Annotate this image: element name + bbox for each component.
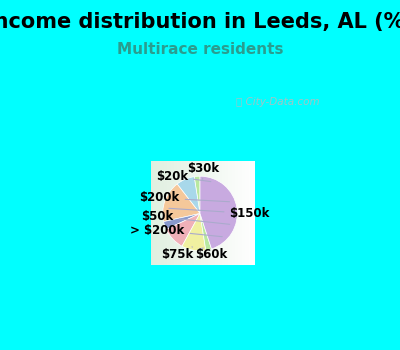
Wedge shape [200, 176, 237, 249]
Text: $60k: $60k [192, 247, 228, 261]
Text: > $200k: > $200k [130, 224, 222, 237]
Wedge shape [177, 177, 200, 214]
Text: $150k: $150k [169, 207, 270, 220]
Text: $75k: $75k [161, 248, 203, 261]
Wedge shape [200, 214, 212, 250]
Text: $200k: $200k [140, 191, 230, 204]
Wedge shape [164, 214, 200, 229]
Text: $20k: $20k [156, 170, 211, 183]
Wedge shape [166, 214, 200, 246]
Wedge shape [194, 176, 200, 214]
Text: $30k: $30k [187, 162, 219, 179]
Wedge shape [182, 214, 206, 251]
Text: Income distribution in Leeds, AL (%): Income distribution in Leeds, AL (%) [0, 12, 400, 32]
Text: $50k: $50k [141, 210, 230, 224]
Text: ⓘ City-Data.com: ⓘ City-Data.com [236, 97, 319, 107]
Text: Multirace residents: Multirace residents [117, 42, 283, 57]
Wedge shape [163, 184, 200, 222]
